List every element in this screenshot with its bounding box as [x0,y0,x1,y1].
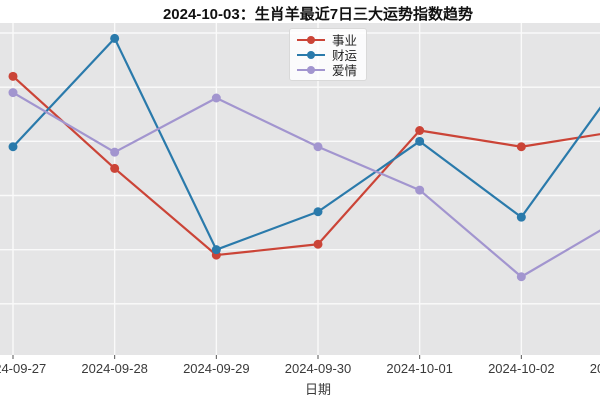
x-tick-label: 2024-10-03 [589,361,600,376]
love-legend-marker-icon [297,65,325,74]
legend-item-career: 事业 [296,32,358,48]
series-love [8,88,600,282]
wealth-legend-marker-icon [297,50,325,59]
career-point [8,71,18,81]
love-point [211,93,221,103]
wealth-point [313,207,323,217]
legend-label-career: 事业 [332,34,358,48]
wealth-point [211,245,221,255]
career-point [313,239,323,249]
love-point [313,142,323,152]
x-tick-label: 2024-10-02 [488,361,555,376]
career-point [516,142,526,152]
career-legend-marker-icon [297,35,325,44]
career-point [110,163,120,173]
x-tick-label: 2024-09-29 [183,361,250,376]
legend-label-love: 爱情 [332,64,358,78]
love-point [415,185,425,195]
legend-label-wealth: 财运 [332,49,358,63]
love-point [8,88,18,98]
x-tick-label: 2024-09-27 [0,361,47,376]
wealth-point [415,136,425,146]
love-point [110,147,120,157]
gridlines [0,23,600,355]
wealth-point [110,33,120,43]
career-point [415,126,425,136]
legend: 事业 财运 爱情 [289,28,368,81]
legend-item-love: 爱情 [296,62,358,78]
x-tick-label: 2024-09-30 [284,361,352,376]
chart-title: 2024-10-03：生肖羊最近7日三大运势指数趋势 [162,6,474,23]
legend-item-wealth: 财运 [296,47,358,63]
x-tick-label: 2024-09-28 [81,361,148,376]
x-tick-marks [12,355,522,359]
series-wealth [8,33,600,255]
wealth-point [8,142,18,152]
x-tick-label: 2024-10-01 [386,361,453,376]
x-axis-title: 日期 [304,382,332,397]
love-point [516,272,526,282]
wealth-point [516,212,526,222]
